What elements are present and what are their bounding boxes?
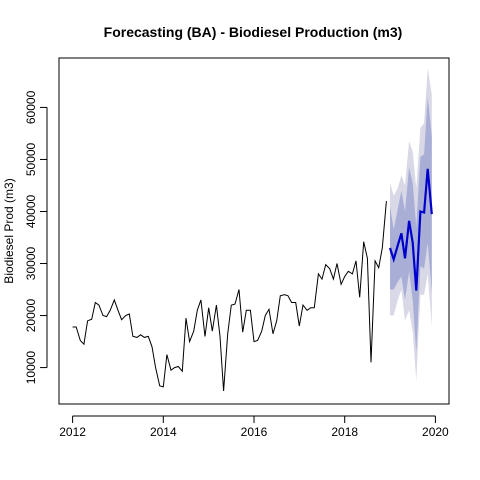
history-line (72, 201, 387, 392)
x-tick-label: 2020 (422, 425, 449, 439)
x-tick-label: 2012 (59, 425, 86, 439)
x-tick-label: 2016 (241, 425, 268, 439)
plot-frame (58, 57, 450, 405)
x-tick-label: 2014 (150, 425, 177, 439)
x-axis: 2012 2014 2016 2018 2020 (59, 415, 449, 439)
x-tick-label: 2018 (331, 425, 358, 439)
y-tick-label: 10000 (24, 351, 38, 385)
y-tick-label: 60000 (24, 90, 38, 124)
prediction-bands (390, 68, 432, 381)
y-tick-label: 50000 (24, 142, 38, 176)
y-tick-label: 20000 (24, 299, 38, 333)
y-tick-label: 30000 (24, 247, 38, 281)
series-lines (72, 168, 433, 392)
y-axis: 10000 20000 30000 40000 50000 60000 (24, 90, 48, 385)
y-axis-label: Biodiesel Prod (m3) (2, 178, 16, 283)
y-tick-label: 40000 (24, 194, 38, 228)
chart-title: Forecasting (BA) - Biodiesel Production … (104, 24, 403, 40)
prediction-band-80 (390, 97, 432, 352)
forecast-line (388, 168, 433, 291)
